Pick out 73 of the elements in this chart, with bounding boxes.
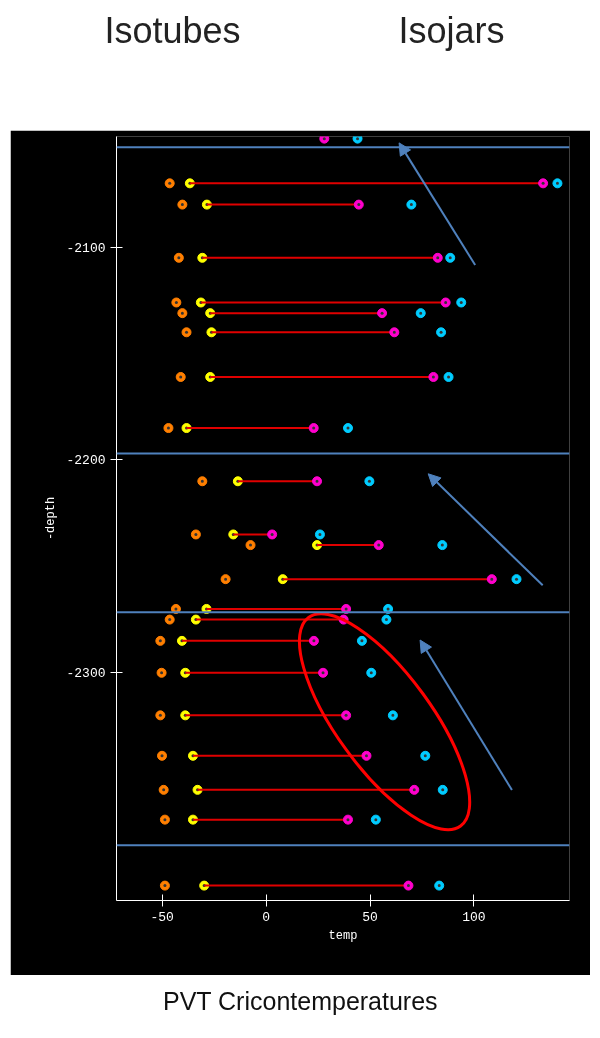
- point: [440, 297, 451, 308]
- x-tick-label: 100: [462, 909, 486, 925]
- x-tick-label: 0: [262, 909, 271, 925]
- point: [173, 252, 184, 263]
- point: [486, 574, 497, 585]
- point: [552, 178, 563, 189]
- point: [511, 574, 522, 585]
- point: [220, 574, 231, 585]
- point: [538, 178, 549, 189]
- point: [159, 880, 170, 891]
- point: [342, 814, 353, 825]
- point: [437, 540, 448, 551]
- point: [456, 297, 467, 308]
- point: [158, 784, 169, 795]
- point: [308, 423, 319, 434]
- point: [356, 635, 367, 646]
- point: [342, 423, 353, 434]
- point: [364, 476, 375, 487]
- point: [443, 371, 454, 382]
- point: [409, 784, 420, 795]
- point: [163, 423, 174, 434]
- point: [181, 327, 192, 338]
- point: [436, 327, 447, 338]
- point: [403, 880, 414, 891]
- point: [312, 476, 323, 487]
- y-tick-label: -2300: [66, 666, 106, 682]
- x-tick-label: -50: [150, 909, 174, 925]
- point: [434, 880, 445, 891]
- point: [177, 199, 188, 210]
- point: [177, 308, 188, 319]
- point: [366, 667, 377, 678]
- point: [156, 667, 167, 678]
- y-tick-label: -2100: [66, 240, 106, 256]
- point: [155, 635, 166, 646]
- point: [361, 750, 372, 761]
- text: Isotubes: [104, 10, 241, 51]
- point: [373, 540, 384, 551]
- point: [267, 529, 278, 540]
- point: [159, 814, 170, 825]
- point: [445, 252, 456, 263]
- point: [314, 529, 325, 540]
- point: [370, 814, 381, 825]
- point: [415, 308, 426, 319]
- y-tick-label: -2200: [66, 453, 106, 469]
- point: [381, 614, 392, 625]
- point: [308, 635, 319, 646]
- text: PVT Cricontemperatures: [162, 986, 438, 1015]
- point: [428, 371, 439, 382]
- point: [377, 308, 388, 319]
- point: [318, 667, 329, 678]
- point: [353, 199, 364, 210]
- point: [164, 178, 175, 189]
- point: [341, 710, 352, 721]
- y-axis-title: -depth: [44, 496, 59, 541]
- point: [245, 540, 256, 551]
- point: [352, 136, 363, 144]
- point: [420, 750, 431, 761]
- point: [155, 710, 166, 721]
- point: [157, 750, 168, 761]
- point: [432, 252, 443, 263]
- point: [389, 327, 400, 338]
- point: [406, 199, 417, 210]
- x-axis-title: temp: [328, 928, 358, 943]
- text: Isojars: [398, 10, 505, 51]
- point: [387, 710, 398, 721]
- point: [319, 136, 330, 144]
- point: [437, 784, 448, 795]
- point: [190, 529, 201, 540]
- point: [175, 371, 186, 382]
- point: [171, 297, 182, 308]
- x-tick-label: 50: [362, 909, 378, 925]
- point: [197, 476, 208, 487]
- point: [164, 614, 175, 625]
